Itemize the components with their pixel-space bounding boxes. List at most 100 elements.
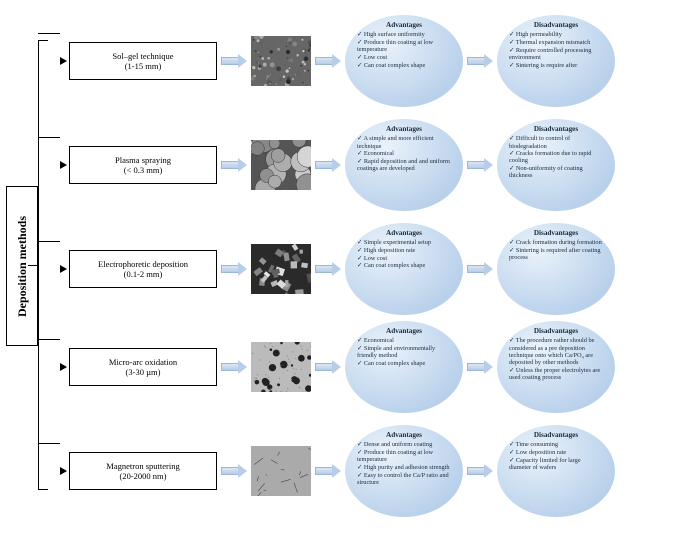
circle-title: Advantages: [355, 431, 453, 439]
circle-list-item: Time consuming: [509, 441, 603, 448]
branch-arrowhead: [60, 161, 67, 169]
branch-arrowhead: [60, 363, 67, 371]
flow-arrow-icon: [221, 158, 247, 172]
circle-title: Disadvantages: [507, 327, 605, 335]
circle-list-item: Crack formation during formation: [509, 239, 603, 246]
method-name: Sol–gel technique: [112, 51, 173, 61]
circle-title: Advantages: [355, 21, 453, 29]
method-name: Magnetron sputtering: [106, 461, 179, 471]
circle-list-item: Sintering is required after coating proc…: [509, 247, 603, 261]
circle-list-item: Can coat complex shape: [357, 262, 451, 269]
circle-list-item: Can coat complex shape: [357, 62, 451, 69]
circle-title: Disadvantages: [507, 125, 605, 133]
circle-title: Disadvantages: [507, 431, 605, 439]
circle-list-item: Simple experimental setup: [357, 239, 451, 246]
flow-arrow-icon: [221, 360, 247, 374]
method-range: (0.1-2 mm): [124, 269, 163, 279]
method-name: Plasma spraying: [115, 155, 171, 165]
method-range: (3-30 µm): [126, 367, 161, 377]
circle-title: Advantages: [355, 327, 453, 335]
circle-list: A simple and more efficient techniqueEco…: [355, 135, 453, 173]
method-row: Sol–gel technique(1-15 mm) Advantages High…: [60, 14, 690, 108]
circle-list: EconomicalSimple and environmentally fri…: [355, 337, 453, 367]
disadvantages-circle: Disadvantages Crack formation during form…: [497, 223, 615, 315]
flow-arrow-icon: [221, 464, 247, 478]
method-range: (1-15 mm): [125, 61, 162, 71]
advantages-circle: Advantages A simple and more efficient te…: [345, 119, 463, 211]
circle-list: Simple experimental setupHigh deposition…: [355, 239, 453, 270]
root-category-label: Deposition methods: [15, 215, 30, 316]
circle-list-item: High permeability: [509, 31, 603, 38]
circle-list: High permeabilityThermal expansion misma…: [507, 31, 605, 69]
method-row: Electrophoretic deposition(0.1-2 mm) Adva…: [60, 222, 690, 316]
flow-arrow-icon: [467, 360, 493, 374]
circle-list-item: Sintering is require after: [509, 62, 603, 69]
flow-arrow-icon: [467, 262, 493, 276]
circle-list-item: Cracks formation due to rapid cooling: [509, 150, 603, 164]
circle-list-item: Economical: [357, 337, 451, 344]
advantages-circle: Advantages High surface uniformityProduce…: [345, 15, 463, 107]
flow-arrow-icon: [221, 262, 247, 276]
circle-list-item: The procedure rather should be considere…: [509, 337, 603, 366]
flow-arrow-icon: [315, 464, 341, 478]
circle-list-item: Require controlled processing environmen…: [509, 47, 603, 61]
advantages-circle: Advantages EconomicalSimple and environme…: [345, 321, 463, 413]
circle-title: Disadvantages: [507, 21, 605, 29]
method-name: Micro-arc oxidation: [109, 357, 177, 367]
root-category-box: Deposition methods: [6, 186, 38, 346]
circle-list-item: High surface uniformity: [357, 31, 451, 38]
flow-arrow-icon: [315, 54, 341, 68]
circle-list-item: Produce thin coating at low temperature: [357, 39, 451, 53]
method-box: Electrophoretic deposition(0.1-2 mm): [69, 250, 217, 288]
circle-list-item: Can coat complex shape: [357, 360, 451, 367]
flow-arrow-icon: [467, 464, 493, 478]
method-box: Magnetron sputtering(20-2000 nm): [69, 452, 217, 490]
sem-micrograph: [251, 446, 311, 496]
circle-list-item: High purity and adhesion strength: [357, 464, 451, 471]
circle-list: High surface uniformityProduce thin coat…: [355, 31, 453, 69]
branch-arrowhead: [60, 467, 67, 475]
circle-list-item: Rapid deposition and and uniform coating…: [357, 158, 451, 172]
advantages-circle: Advantages Dense and uniform coatingProdu…: [345, 425, 463, 517]
method-range: (< 0.3 mm): [124, 165, 163, 175]
method-box: Sol–gel technique(1-15 mm): [69, 42, 217, 80]
circle-list-item: Capacity limited for large diameter of w…: [509, 457, 603, 471]
circle-list-item: Produce thin coating at low temperature: [357, 449, 451, 463]
circle-list-item: Low deposition rate: [509, 449, 603, 456]
method-row: Magnetron sputtering(20-2000 nm) Advantag…: [60, 424, 690, 518]
branch-arrowhead: [60, 265, 67, 273]
sem-micrograph: [251, 36, 311, 86]
hierarchy-bracket: [38, 40, 60, 490]
circle-list-item: Low cost: [357, 54, 451, 61]
method-row: Micro-arc oxidation(3-30 µm) Advantages Ec…: [60, 320, 690, 414]
circle-list: Difficult to control of biodegradationCr…: [507, 135, 605, 180]
advantages-circle: Advantages Simple experimental setupHigh …: [345, 223, 463, 315]
circle-list-item: Unless the proper electrolytes are used …: [509, 367, 603, 381]
circle-title: Disadvantages: [507, 229, 605, 237]
flow-arrow-icon: [315, 262, 341, 276]
circle-list: Time consumingLow deposition rateCapacit…: [507, 441, 605, 471]
circle-list: Dense and uniform coatingProduce thin co…: [355, 441, 453, 486]
circle-list-item: Thermal expansion mismatch: [509, 39, 603, 46]
method-range: (20-2000 nm): [120, 471, 167, 481]
circle-list-item: Difficult to control of biodegradation: [509, 135, 603, 149]
circle-list: The procedure rather should be considere…: [507, 337, 605, 381]
circle-list-item: Low cost: [357, 255, 451, 262]
circle-list-item: Simple and environmentally friendly meth…: [357, 345, 451, 359]
branch-arrowhead: [60, 57, 67, 65]
method-name: Electrophoretic deposition: [98, 259, 188, 269]
method-row: Plasma spraying(< 0.3 mm) Advantages A sim…: [60, 118, 690, 212]
circle-list-item: Non-uniformity of coating thickness: [509, 165, 603, 179]
circle-list-item: High deposition rate: [357, 247, 451, 254]
flow-arrow-icon: [315, 360, 341, 374]
circle-title: Advantages: [355, 125, 453, 133]
circle-list-item: Economical: [357, 150, 451, 157]
flow-arrow-icon: [467, 54, 493, 68]
circle-title: Advantages: [355, 229, 453, 237]
flow-arrow-icon: [467, 158, 493, 172]
sem-micrograph: [251, 342, 311, 392]
circle-list-item: Dense and uniform coating: [357, 441, 451, 448]
circle-list-item: Easy to control the Ca/P ratio and struc…: [357, 472, 451, 486]
method-box: Plasma spraying(< 0.3 mm): [69, 146, 217, 184]
flow-arrow-icon: [315, 158, 341, 172]
